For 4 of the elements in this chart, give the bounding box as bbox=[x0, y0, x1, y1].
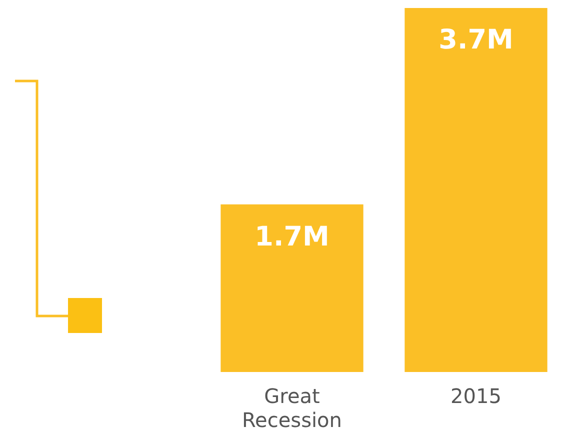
x-tick-label: Great Recession bbox=[242, 384, 342, 432]
data-label: 3.7M bbox=[438, 24, 514, 56]
data-label: 1.7M bbox=[254, 221, 330, 252]
x-tick-label: 2015 bbox=[450, 384, 502, 408]
